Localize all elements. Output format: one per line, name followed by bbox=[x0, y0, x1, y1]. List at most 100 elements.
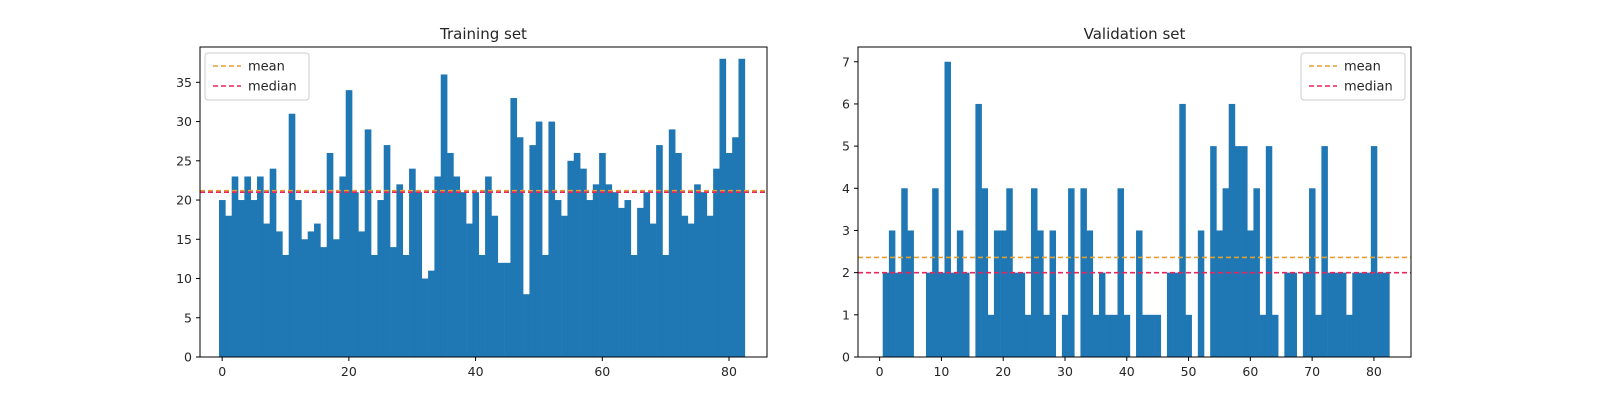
bar bbox=[901, 188, 908, 357]
x-tick-label: 80 bbox=[1366, 364, 1382, 379]
bar bbox=[956, 230, 964, 357]
bar bbox=[624, 200, 632, 357]
bar bbox=[301, 239, 308, 357]
bar bbox=[1037, 230, 1044, 357]
bar bbox=[371, 254, 378, 357]
bar bbox=[529, 145, 537, 357]
bar bbox=[738, 58, 746, 358]
legend-mean-label: mean bbox=[248, 60, 285, 75]
bar bbox=[592, 184, 600, 357]
x-tick-label: 30 bbox=[1057, 364, 1073, 379]
bar bbox=[1086, 230, 1094, 357]
bar bbox=[1346, 314, 1353, 357]
bar bbox=[491, 215, 499, 357]
bar bbox=[231, 176, 239, 357]
bar bbox=[1222, 188, 1230, 357]
bar bbox=[1247, 230, 1254, 357]
bar bbox=[1000, 230, 1007, 357]
bar bbox=[453, 176, 461, 357]
bar bbox=[485, 176, 492, 357]
x-tick-label: 0 bbox=[876, 364, 884, 379]
bar bbox=[932, 188, 939, 357]
bar bbox=[459, 192, 467, 357]
x-tick-label: 50 bbox=[1181, 364, 1197, 379]
bar bbox=[1290, 272, 1297, 357]
bar bbox=[1166, 272, 1174, 357]
y-tick-label: 10 bbox=[176, 271, 192, 286]
bar bbox=[643, 192, 651, 357]
plot-frame bbox=[857, 46, 1412, 358]
bar bbox=[1049, 230, 1057, 357]
bar bbox=[573, 152, 581, 357]
bar bbox=[599, 152, 606, 357]
y-tick-label: 20 bbox=[176, 193, 192, 208]
bar bbox=[409, 168, 416, 357]
bar bbox=[238, 200, 245, 357]
bar bbox=[345, 90, 353, 357]
bar bbox=[402, 254, 410, 357]
bar bbox=[250, 200, 258, 357]
bar bbox=[580, 168, 587, 357]
bar bbox=[637, 207, 644, 357]
bar bbox=[1210, 146, 1217, 357]
bar bbox=[981, 188, 989, 357]
bar bbox=[586, 200, 594, 357]
x-tick-label: 70 bbox=[1304, 364, 1320, 379]
y-tick-label: 0 bbox=[842, 350, 850, 365]
bar bbox=[1352, 272, 1359, 357]
bar bbox=[1006, 188, 1013, 357]
bar bbox=[1185, 314, 1192, 357]
bar bbox=[1370, 146, 1378, 357]
bar bbox=[1383, 272, 1390, 357]
y-tick-label: 3 bbox=[842, 223, 850, 238]
bar bbox=[567, 160, 575, 357]
bar bbox=[895, 272, 902, 357]
bar bbox=[882, 272, 890, 357]
bar bbox=[269, 168, 277, 357]
bar bbox=[713, 168, 720, 357]
y-tick-label: 0 bbox=[184, 350, 192, 365]
bar bbox=[681, 215, 689, 357]
bar bbox=[1253, 188, 1260, 357]
y-tick-label: 5 bbox=[184, 310, 192, 325]
legend-mean-label: mean bbox=[1344, 60, 1381, 75]
bar bbox=[244, 176, 251, 357]
bar bbox=[1123, 314, 1131, 357]
x-tick-label: 20 bbox=[995, 364, 1011, 379]
bar bbox=[1136, 230, 1143, 357]
validation-set-chart: Validation set 0 10 20 30 40 50 60 70 80 0 1 2 3 4 5 6… bbox=[842, 25, 1412, 379]
x-tick-label: 0 bbox=[218, 364, 226, 379]
bar bbox=[1234, 146, 1242, 357]
bar bbox=[333, 239, 340, 357]
legend: mean median bbox=[1300, 52, 1406, 101]
bar bbox=[668, 129, 676, 357]
bar-series bbox=[219, 58, 746, 358]
bar bbox=[706, 215, 714, 357]
bar bbox=[987, 314, 995, 357]
bar bbox=[554, 200, 562, 357]
y-axis: 0 1 2 3 4 5 6 7 bbox=[842, 54, 858, 365]
bar bbox=[434, 176, 442, 357]
legend-box bbox=[204, 52, 310, 101]
plot-frame bbox=[199, 46, 768, 358]
bar bbox=[1092, 314, 1100, 357]
bar bbox=[1154, 314, 1162, 357]
bar bbox=[950, 272, 958, 357]
bar bbox=[219, 200, 226, 357]
bar bbox=[1333, 272, 1341, 357]
x-tick-label: 40 bbox=[468, 364, 484, 379]
bar bbox=[225, 215, 232, 357]
bar bbox=[377, 200, 385, 357]
bar bbox=[276, 231, 283, 357]
bar bbox=[719, 58, 727, 358]
bar bbox=[1265, 146, 1273, 357]
bar bbox=[447, 152, 454, 357]
y-tick-label: 5 bbox=[842, 139, 850, 154]
bar bbox=[963, 272, 970, 357]
bar bbox=[415, 192, 423, 357]
x-tick-label: 10 bbox=[933, 364, 949, 379]
bar bbox=[516, 137, 524, 357]
bar bbox=[504, 262, 511, 357]
bar bbox=[288, 113, 296, 358]
